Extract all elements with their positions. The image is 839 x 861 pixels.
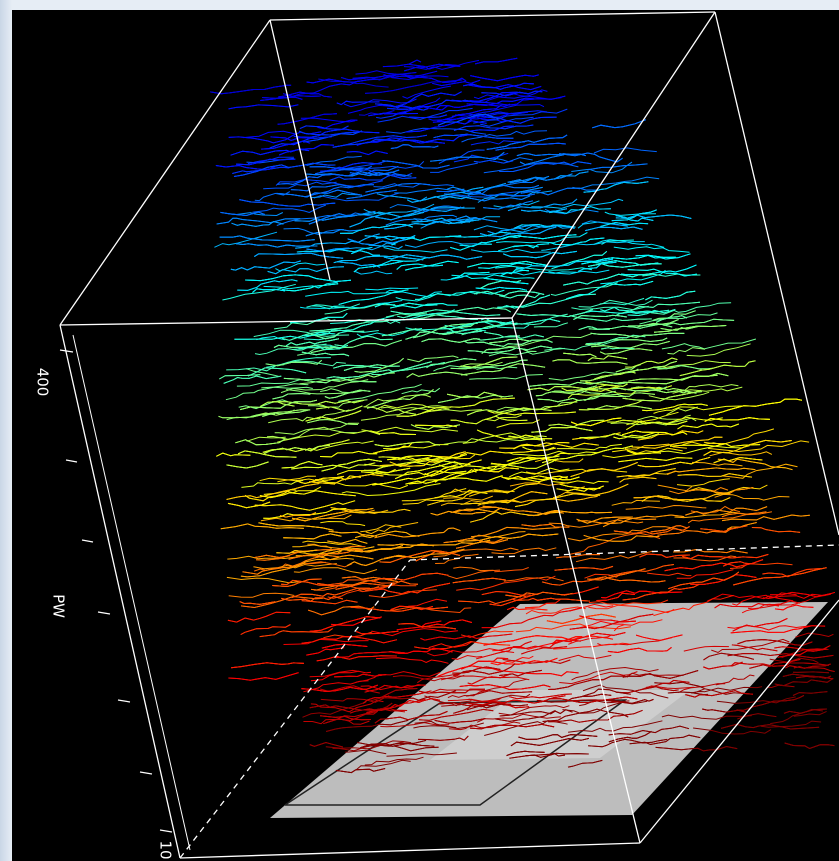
axis-title: PW — [50, 594, 68, 618]
tick-label: 10 — [157, 840, 175, 859]
tick-label: 400 — [34, 368, 52, 397]
page: 400 PW 10 (() => { const data = JSON.par… — [0, 0, 839, 861]
visualization: 400 PW 10 — [12, 10, 839, 861]
